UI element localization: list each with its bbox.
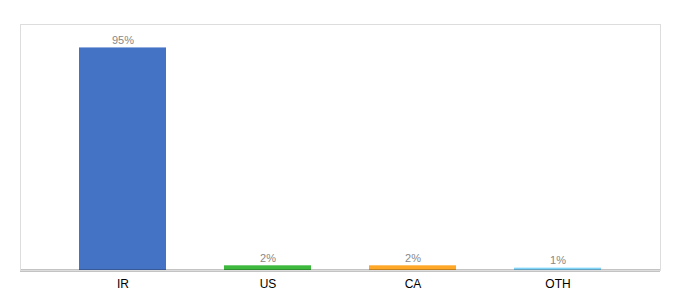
svg-text:CA: CA <box>405 277 422 291</box>
svg-text:OTH: OTH <box>545 277 570 291</box>
svg-text:2%: 2% <box>405 252 421 264</box>
svg-text:95%: 95% <box>112 34 134 46</box>
svg-text:1%: 1% <box>550 254 566 266</box>
svg-text:IR: IR <box>117 277 129 291</box>
svg-text:2%: 2% <box>260 252 276 264</box>
svg-text:US: US <box>260 277 277 291</box>
